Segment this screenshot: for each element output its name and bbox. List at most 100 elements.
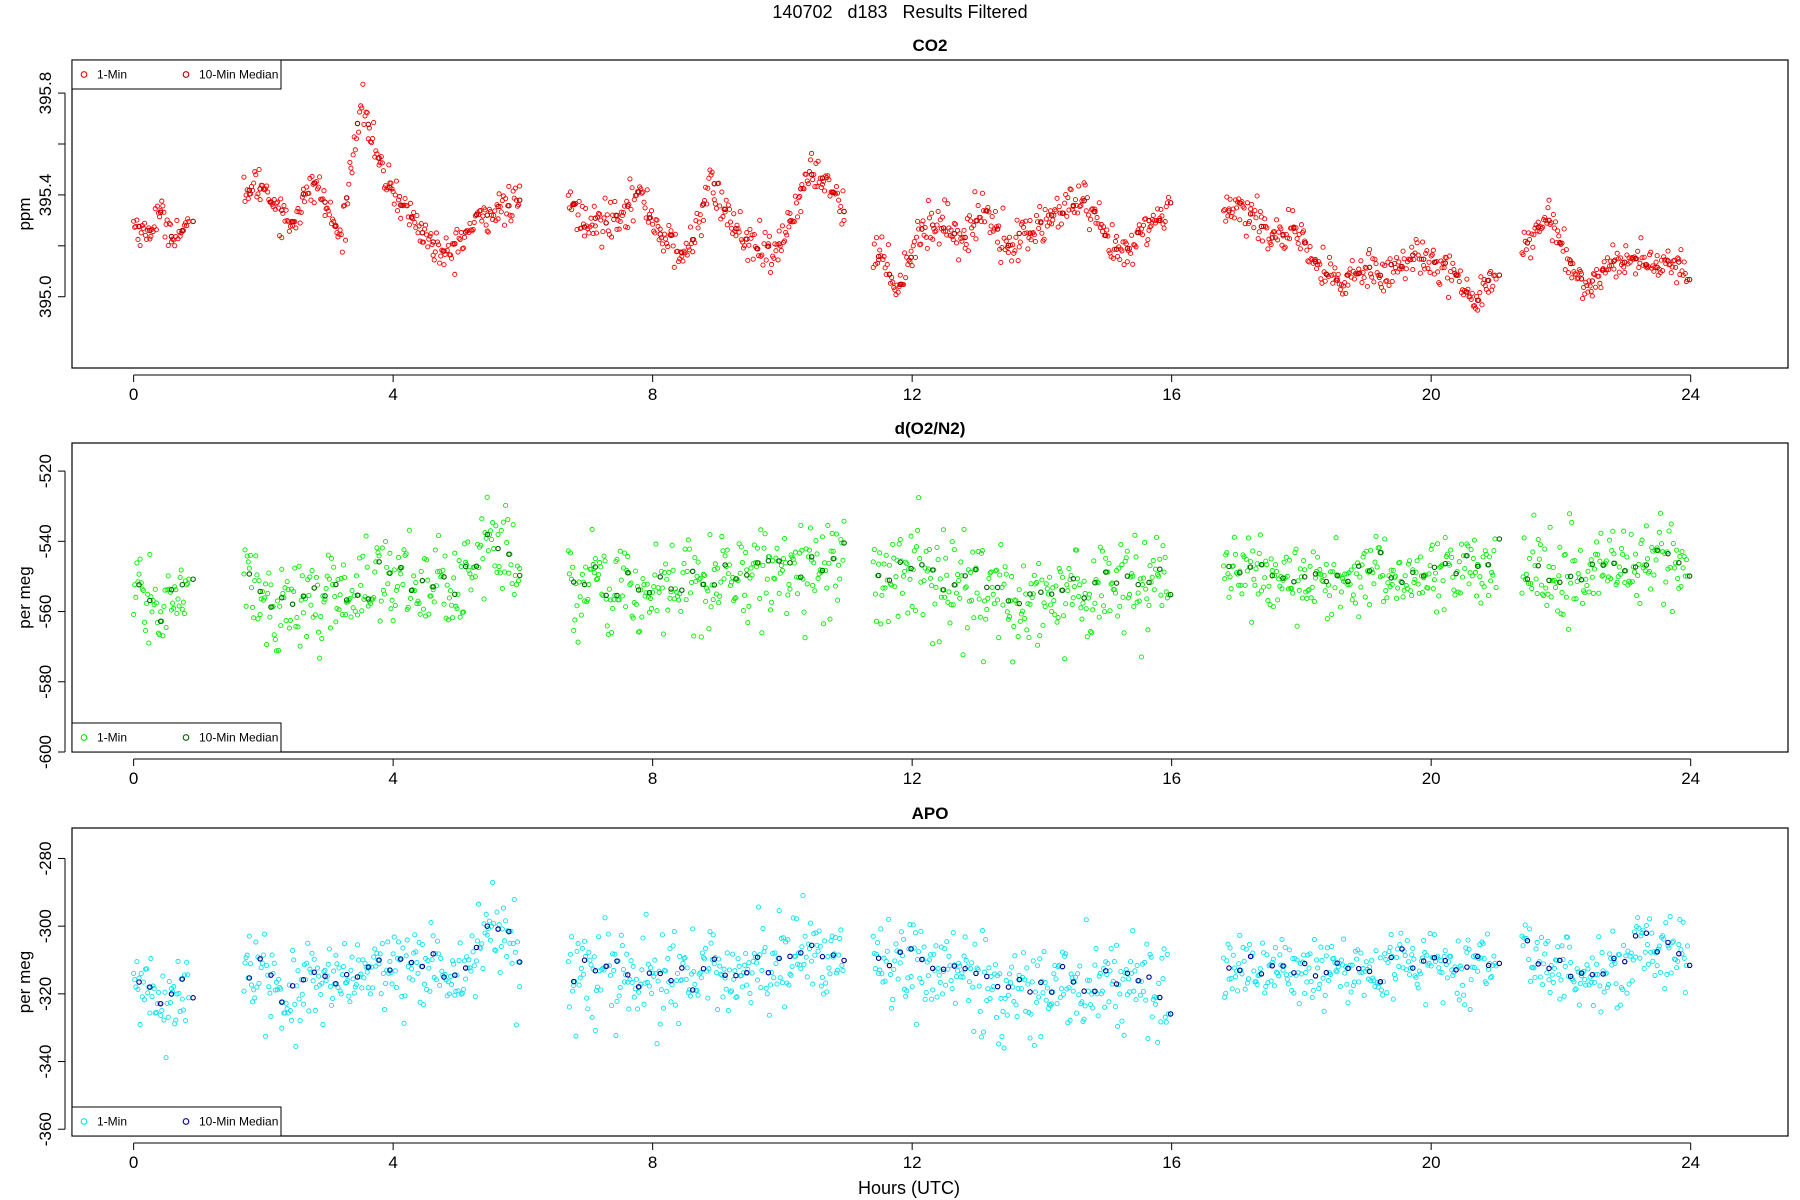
- data-point-1min: [705, 588, 711, 594]
- data-point-1min: [1233, 205, 1240, 211]
- data-point-1min: [926, 546, 933, 553]
- data-point-1min: [286, 228, 292, 234]
- data-point-1min: [609, 630, 615, 636]
- data-point-1min: [811, 172, 817, 178]
- data-point-1min: [181, 222, 187, 228]
- data-point-1min: [997, 572, 1003, 578]
- data-point-1min: [250, 187, 256, 193]
- data-point-1min: [665, 956, 671, 962]
- data-point-1min: [333, 619, 339, 625]
- data-point-1min: [1063, 601, 1069, 607]
- data-point-1min: [478, 542, 484, 548]
- data-point-1min: [687, 224, 694, 230]
- data-point-1min: [1008, 242, 1014, 248]
- data-point-1min: [465, 539, 471, 545]
- data-point-1min: [1054, 195, 1060, 201]
- data-point-1min: [1284, 235, 1290, 241]
- data-point-1min: [264, 962, 270, 968]
- data-point-1min: [980, 208, 987, 214]
- data-point-1min: [667, 595, 673, 601]
- data-point-1min: [621, 979, 628, 985]
- data-point-1min: [418, 568, 424, 574]
- data-point-1min: [1136, 222, 1142, 228]
- data-point-1min: [989, 213, 995, 220]
- x-tick-label: 12: [903, 385, 922, 404]
- data-point-1min: [782, 1004, 788, 1010]
- data-point-median: [819, 953, 826, 960]
- data-point-1min: [829, 933, 835, 939]
- data-point-1min: [1042, 604, 1048, 610]
- data-point-1min: [686, 987, 692, 993]
- data-point-1min: [830, 548, 836, 554]
- data-point-1min: [483, 911, 489, 917]
- data-point-1min: [1428, 253, 1434, 259]
- data-point-median: [136, 582, 142, 588]
- data-point-1min: [737, 570, 743, 576]
- data-point-1min: [1381, 979, 1387, 985]
- data-point-1min: [909, 603, 915, 610]
- data-point-1min: [265, 189, 271, 195]
- data-point-1min: [1449, 277, 1455, 283]
- data-point-1min: [1228, 586, 1234, 592]
- data-point-1min: [773, 248, 779, 254]
- data-point-1min: [417, 999, 423, 1005]
- data-point-1min: [1158, 592, 1164, 598]
- data-point-1min: [932, 601, 938, 607]
- data-point-median: [625, 203, 631, 209]
- data-point-1min: [1107, 608, 1113, 614]
- data-point-1min: [885, 619, 891, 625]
- data-point-1min: [697, 575, 703, 582]
- data-point-1min: [1304, 247, 1310, 253]
- data-point-1min: [395, 197, 402, 203]
- data-point-1min: [1251, 576, 1257, 582]
- data-point-1min: [899, 590, 905, 596]
- data-point-1min: [905, 262, 911, 268]
- y-tick-label: -520: [36, 454, 55, 488]
- data-point-1min: [377, 951, 383, 957]
- data-point-1min: [1425, 585, 1431, 591]
- data-point-1min: [386, 162, 392, 168]
- data-point-median: [657, 574, 663, 580]
- data-point-1min: [572, 617, 578, 623]
- data-point-1min: [1657, 510, 1663, 516]
- data-point-1min: [934, 994, 940, 1000]
- data-point-1min: [1133, 554, 1139, 560]
- data-point-1min: [732, 968, 738, 974]
- data-point-median: [300, 977, 307, 983]
- data-point-1min: [740, 608, 747, 614]
- data-point-1min: [1145, 627, 1151, 633]
- data-point-1min: [744, 982, 750, 988]
- data-point-1min: [1588, 288, 1594, 294]
- series-1min: [131, 494, 1690, 665]
- data-point-1min: [1225, 941, 1231, 947]
- data-point-1min: [933, 228, 939, 234]
- data-point-1min: [1251, 968, 1257, 974]
- data-point-1min: [1005, 616, 1011, 622]
- data-point-1min: [1143, 997, 1149, 1003]
- data-point-1min: [905, 610, 911, 616]
- data-point-1min: [1682, 990, 1688, 996]
- data-point-1min: [310, 978, 316, 984]
- data-point-median: [886, 577, 893, 583]
- data-point-1min: [328, 555, 335, 561]
- data-point-1min: [1390, 567, 1396, 573]
- data-point-1min: [1648, 249, 1654, 255]
- data-point-1min: [1081, 578, 1087, 584]
- data-point-1min: [745, 620, 751, 626]
- data-point-1min: [155, 989, 162, 995]
- data-point-1min: [484, 494, 490, 500]
- data-point-1min: [1596, 273, 1602, 279]
- data-point-1min: [979, 548, 985, 554]
- data-point-1min: [689, 579, 695, 585]
- data-point-1min: [380, 970, 386, 976]
- data-point-1min: [1413, 569, 1419, 575]
- data-point-median: [1388, 261, 1394, 268]
- data-point-1min: [1308, 595, 1314, 601]
- data-point-1min: [1341, 936, 1347, 942]
- data-point-1min: [1417, 270, 1423, 276]
- data-point-median: [1237, 967, 1243, 974]
- data-point-median: [333, 581, 339, 588]
- data-point-median: [1557, 239, 1563, 246]
- data-point-median: [1258, 561, 1265, 568]
- data-point-1min: [320, 1021, 326, 1028]
